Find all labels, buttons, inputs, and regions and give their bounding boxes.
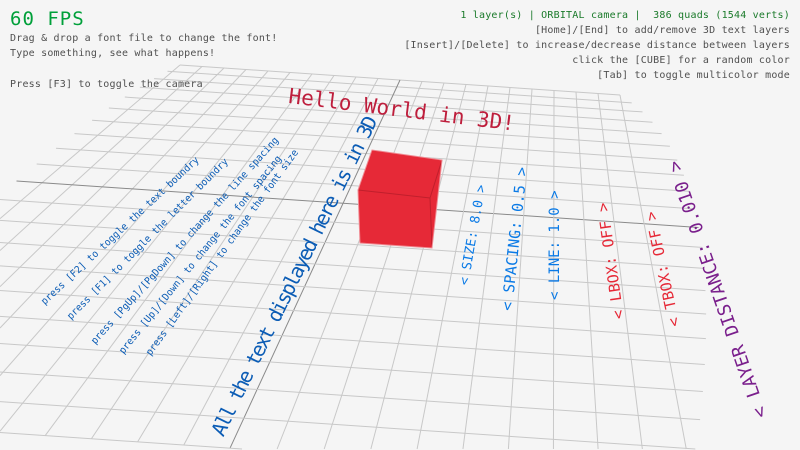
grid-line xyxy=(0,343,703,392)
grid-line xyxy=(575,91,599,450)
grid-line xyxy=(108,107,670,147)
fps-counter: 60 FPS xyxy=(10,8,85,30)
cube-wire xyxy=(357,149,443,249)
hint-cube: click the [CUBE] for a random color xyxy=(572,55,790,66)
grid-line xyxy=(0,431,243,450)
grid-line xyxy=(619,94,687,450)
grid-line xyxy=(154,78,643,113)
grid-line xyxy=(597,93,643,450)
grid-line xyxy=(416,85,489,450)
grid-line xyxy=(0,290,706,340)
grid-line xyxy=(0,265,707,315)
cube-body[interactable] xyxy=(358,150,442,248)
hint-distance: [Insert]/[Delete] to increase/decrease d… xyxy=(404,40,790,51)
label-line: < LINE: 1.0 > xyxy=(547,190,563,300)
hint-layers: [Home]/[End] to add/remove 3D text layer… xyxy=(534,25,790,36)
grid-line xyxy=(0,69,247,329)
grid-line xyxy=(323,82,445,450)
grid-line xyxy=(139,86,653,123)
hint-camera: Press [F3] to toggle the camera xyxy=(10,79,203,90)
grid-line xyxy=(462,87,511,450)
cube-edge xyxy=(429,197,433,249)
status-line: 1 layer(s) | ORBITAL camera | 386 quads … xyxy=(460,10,790,21)
grid-line xyxy=(0,72,291,432)
grid-line xyxy=(124,96,662,135)
grid-line xyxy=(0,64,181,220)
hint-drag-drop: Drag & drop a font file to change the fo… xyxy=(10,33,278,44)
grid-line xyxy=(370,84,467,450)
grid-line xyxy=(0,70,269,376)
grid-line xyxy=(0,315,705,365)
grid-line xyxy=(0,371,701,421)
hint-multicolor: [Tab] to toggle multicolor mode xyxy=(597,70,790,81)
hint-type: Type something, see what happens! xyxy=(10,48,216,59)
grid-line xyxy=(507,88,533,450)
grid-line xyxy=(552,90,555,450)
grid-line xyxy=(0,401,696,450)
grid-lines xyxy=(0,64,707,450)
grid-line xyxy=(0,66,203,251)
grid-line xyxy=(276,81,423,450)
grid-line xyxy=(0,67,225,288)
cube[interactable] xyxy=(357,149,443,249)
grid-line xyxy=(16,180,699,229)
